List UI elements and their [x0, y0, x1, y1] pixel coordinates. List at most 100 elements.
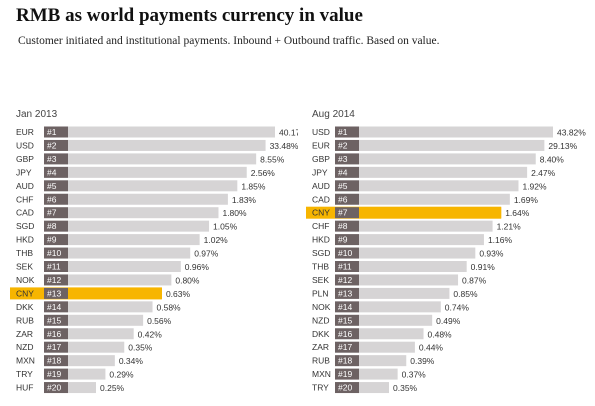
currency-label: ZAR [16, 329, 33, 339]
currency-label: GBP [312, 154, 330, 164]
value-label: 1.69% [514, 195, 539, 205]
currency-label: CHF [16, 194, 33, 204]
rank-box-hkd [335, 234, 359, 246]
currency-label: TRY [312, 383, 329, 393]
bar-nzd [68, 341, 125, 353]
rank-label: #19 [338, 369, 352, 379]
bar-nzd [359, 314, 433, 326]
rank-label: #13 [47, 288, 61, 298]
rank-label: #16 [47, 329, 61, 339]
rank-box-aud [44, 180, 68, 192]
bar-sgd [359, 247, 476, 259]
bar-nok [359, 301, 441, 313]
bar-aud [359, 180, 519, 192]
rank-label: #5 [338, 181, 348, 191]
currency-label: HKD [16, 235, 34, 245]
value-label: 0.56% [147, 316, 172, 326]
currency-label: NZD [16, 342, 33, 352]
rank-box-sek [44, 261, 68, 272]
rank-box-usd [44, 139, 68, 151]
rank-label: #4 [338, 167, 348, 177]
rank-label: #7 [47, 208, 57, 218]
rank-box-dkk [44, 301, 68, 313]
rank-box-gbp [335, 153, 359, 165]
value-label: 0.44% [419, 343, 444, 353]
rank-box-pln [335, 287, 359, 299]
rank-box-aud [335, 180, 359, 192]
bar-sgd [68, 220, 210, 232]
rank-label: #18 [338, 356, 352, 366]
chart-title: RMB as world payments currency in value [16, 5, 363, 26]
panel-title: Aug 2014 [312, 109, 355, 120]
rank-label: #8 [47, 221, 57, 231]
rank-box-chf [335, 220, 359, 232]
rank-box-cny [44, 287, 68, 299]
rank-box-eur [44, 126, 68, 138]
bar-mxn [359, 368, 398, 380]
bar-mxn [68, 355, 115, 367]
value-label: 1.16% [488, 235, 513, 245]
panel-jan-2013: Jan 2013 #1 EUR 40.17% #2 USD 33.48% #3 GBP 8.55%… [10, 109, 298, 394]
currency-label: RUB [312, 356, 330, 366]
currency-label: SGD [16, 221, 34, 231]
rank-box-usd [335, 126, 359, 138]
bar-cad [359, 193, 510, 205]
rank-label: #10 [338, 248, 352, 258]
rank-box-huf [44, 382, 68, 394]
rank-box-rub [335, 355, 359, 367]
value-label: 0.93% [479, 249, 504, 259]
value-label: 0.96% [185, 262, 210, 272]
currency-label: AUD [312, 181, 330, 191]
currency-label: EUR [312, 140, 330, 150]
rank-box-cny [335, 207, 359, 219]
rank-box-mxn [44, 355, 68, 367]
bar-rub [68, 314, 144, 326]
rank-box-jpy [44, 166, 68, 178]
value-label: 29.13% [548, 141, 577, 151]
rank-box-dkk [335, 328, 359, 340]
currency-label: SGD [312, 248, 330, 258]
currency-label: NOK [312, 302, 331, 312]
currency-label: JPY [312, 167, 328, 177]
value-label: 0.42% [138, 329, 163, 339]
currency-label: HKD [312, 235, 330, 245]
rank-box-nok [335, 301, 359, 313]
bar-zar [359, 341, 415, 353]
rank-label: #9 [338, 235, 348, 245]
chart-subtitle: Customer initiated and institutional pay… [18, 35, 440, 47]
rank-label: #12 [338, 275, 352, 285]
rank-label: #2 [338, 140, 348, 150]
rank-box-thb [44, 247, 68, 259]
value-label: 0.29% [109, 370, 134, 380]
currency-label: CNY [16, 288, 34, 298]
bar-aud [68, 180, 238, 192]
rank-box-zar [44, 328, 68, 340]
value-label: 1.02% [204, 235, 229, 245]
value-label: 8.55% [260, 154, 285, 164]
currency-label: SEK [16, 262, 33, 272]
rank-label: #16 [338, 329, 352, 339]
value-label: 0.34% [119, 356, 144, 366]
rank-label: #11 [338, 262, 352, 272]
value-label: 1.64% [505, 208, 530, 218]
currency-label: PLN [312, 288, 329, 298]
rank-label: #3 [338, 154, 348, 164]
value-label: 1.05% [213, 222, 238, 232]
currency-label: DKK [312, 329, 330, 339]
rank-label: #19 [47, 369, 61, 379]
value-label: 0.80% [175, 275, 200, 285]
rank-label: #1 [338, 127, 348, 137]
value-label: 0.85% [453, 289, 478, 299]
bar-eur [359, 139, 545, 151]
value-label: 0.97% [194, 249, 219, 259]
bar-dkk [68, 301, 153, 313]
currency-label: MXN [312, 369, 331, 379]
currency-label: ZAR [312, 342, 329, 352]
bar-hkd [359, 234, 484, 246]
bar-gbp [68, 153, 257, 165]
rank-box-hkd [44, 234, 68, 246]
rank-label: #4 [47, 167, 57, 177]
value-label: 43.82% [557, 128, 586, 138]
bar-dkk [359, 328, 424, 340]
currency-label: RUB [16, 315, 34, 325]
